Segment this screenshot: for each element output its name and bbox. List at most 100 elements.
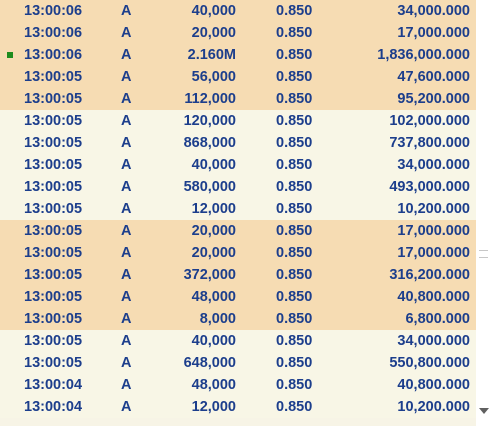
- trade-value: 34,000.000: [397, 157, 470, 173]
- table-row[interactable]: 13:00:05 A 8,000 0.850 6,800.000: [0, 308, 476, 330]
- trade-type: A: [121, 91, 132, 107]
- table-row[interactable]: 13:00:06 A 20,000 0.850 17,000.000: [0, 22, 476, 44]
- trade-volume: 20,000: [191, 245, 236, 261]
- trade-type: A: [121, 245, 132, 261]
- table-row[interactable]: 13:00:06 A 40,000 0.850 34,000.000: [0, 0, 476, 22]
- trade-price: 0.850: [276, 289, 313, 305]
- trade-volume: 120,000: [183, 113, 236, 129]
- trade-type: A: [121, 355, 132, 371]
- trade-type: A: [121, 69, 132, 85]
- trade-type: A: [121, 399, 132, 415]
- trade-price: 0.850: [276, 201, 313, 217]
- trade-price: 0.850: [276, 311, 313, 327]
- trade-price: 0.850: [276, 355, 313, 371]
- table-row[interactable]: 13:00:05 A 48,000 0.850 40,800.000: [0, 286, 476, 308]
- trade-value: 95,200.000: [397, 91, 470, 107]
- trade-volume: 40,000: [191, 157, 236, 173]
- table-row[interactable]: 13:00:06 A 2.160M 0.850 1,836,000.000: [0, 44, 476, 66]
- trade-type: A: [121, 113, 132, 129]
- trade-type: A: [121, 267, 132, 283]
- trade-type: A: [121, 311, 132, 327]
- trade-price: 0.850: [276, 179, 313, 195]
- trade-volume: 48,000: [191, 289, 236, 305]
- trade-time: 13:00:05: [24, 113, 83, 129]
- trade-value: 1,836,000.000: [377, 47, 470, 63]
- trade-type: A: [121, 377, 132, 393]
- trade-volume: 40,000: [191, 333, 236, 349]
- trade-value: 40,800.000: [397, 289, 470, 305]
- trade-value: 10,200.000: [397, 201, 470, 217]
- trade-value: 550,800.000: [389, 355, 470, 371]
- trade-price: 0.850: [276, 377, 313, 393]
- table-row[interactable]: 13:00:05 A 580,000 0.850 493,000.000: [0, 176, 476, 198]
- trade-value: 17,000.000: [397, 223, 470, 239]
- trade-price: 0.850: [276, 267, 313, 283]
- table-row[interactable]: 13:00:05 A 20,000 0.850 17,000.000: [0, 242, 476, 264]
- trade-type: A: [121, 333, 132, 349]
- trade-time: 13:00:04: [24, 399, 83, 415]
- table-row[interactable]: 13:00:05 A 868,000 0.850 737,800.000: [0, 132, 476, 154]
- trade-price: 0.850: [276, 245, 313, 261]
- trade-value: 316,200.000: [389, 267, 470, 283]
- table-row[interactable]: 13:00:05 A 40,000 0.850 34,000.000: [0, 330, 476, 352]
- trade-type: A: [121, 223, 132, 239]
- table-row[interactable]: 13:00:04 A 48,000 0.850 40,800.000: [0, 374, 476, 396]
- trade-time: 13:00:06: [24, 47, 83, 63]
- trade-value: 17,000.000: [397, 25, 470, 41]
- trade-price: 0.850: [276, 333, 313, 349]
- trade-type: A: [121, 47, 132, 63]
- trade-volume: 20,000: [191, 25, 236, 41]
- trade-value: 102,000.000: [389, 113, 470, 129]
- table-row[interactable]: 13:00:05 A 12,000 0.850 10,200.000: [0, 198, 476, 220]
- trade-time: 13:00:05: [24, 355, 83, 371]
- trade-volume: 48,000: [191, 377, 236, 393]
- trade-price: 0.850: [276, 47, 313, 63]
- trade-value: 493,000.000: [389, 179, 470, 195]
- table-row[interactable]: 13:00:05 A 372,000 0.850 316,200.000: [0, 264, 476, 286]
- scroll-grip-icon[interactable]: [479, 250, 488, 258]
- trade-volume: 112,000: [184, 91, 236, 107]
- trade-type: A: [121, 157, 132, 173]
- trade-type: A: [121, 3, 132, 19]
- trade-volume: 20,000: [191, 223, 236, 239]
- trade-price: 0.850: [276, 157, 313, 173]
- trade-time: 13:00:05: [24, 289, 83, 305]
- trade-price: 0.850: [276, 3, 313, 19]
- vertical-scrollbar[interactable]: [476, 0, 493, 426]
- trade-value: 6,800.000: [405, 311, 470, 327]
- trade-value: 40,800.000: [397, 377, 470, 393]
- trade-time: 13:00:06: [24, 25, 83, 41]
- table-row[interactable]: 13:00:05 A 56,000 0.850 47,600.000: [0, 66, 476, 88]
- trade-time: 13:00:05: [24, 245, 83, 261]
- table-row[interactable]: 13:00:05 A 20,000 0.850 17,000.000: [0, 220, 476, 242]
- trade-volume: 12,000: [191, 201, 236, 217]
- trade-value: 737,800.000: [389, 135, 470, 151]
- trade-price: 0.850: [276, 399, 313, 415]
- square-marker-icon: [7, 52, 13, 58]
- table-row[interactable]: 13:00:05 A 120,000 0.850 102,000.000: [0, 110, 476, 132]
- trade-time: 13:00:05: [24, 91, 83, 107]
- scroll-down-arrow-icon[interactable]: [479, 408, 489, 414]
- table-row[interactable]: 13:00:05 A 648,000 0.850 550,800.000: [0, 352, 476, 374]
- trade-price: 0.850: [276, 69, 313, 85]
- trade-time: 13:00:05: [24, 69, 83, 85]
- trade-volume: 56,000: [191, 69, 236, 85]
- table-row[interactable]: 13:00:05 A 40,000 0.850 34,000.000: [0, 154, 476, 176]
- trade-time: 13:00:05: [24, 157, 83, 173]
- trade-value: 17,000.000: [397, 245, 470, 261]
- trade-time: 13:00:05: [24, 223, 83, 239]
- trade-price: 0.850: [276, 113, 313, 129]
- trade-volume: 12,000: [191, 399, 236, 415]
- trade-time: 13:00:05: [24, 333, 83, 349]
- trade-volume: 372,000: [183, 267, 236, 283]
- trade-type: A: [121, 201, 132, 217]
- trade-time: 13:00:05: [24, 267, 83, 283]
- table-row[interactable]: 13:00:05 A 112,000 0.850 95,200.000: [0, 88, 476, 110]
- trade-volume: 580,000: [183, 179, 236, 195]
- trade-time: 13:00:05: [24, 201, 83, 217]
- table-row[interactable]: 13:00:04 A 12,000 0.850 10,200.000: [0, 396, 476, 418]
- trade-value: 34,000.000: [397, 333, 470, 349]
- trade-time: 13:00:04: [24, 377, 83, 393]
- trade-time: 13:00:05: [24, 311, 83, 327]
- trade-price: 0.850: [276, 135, 313, 151]
